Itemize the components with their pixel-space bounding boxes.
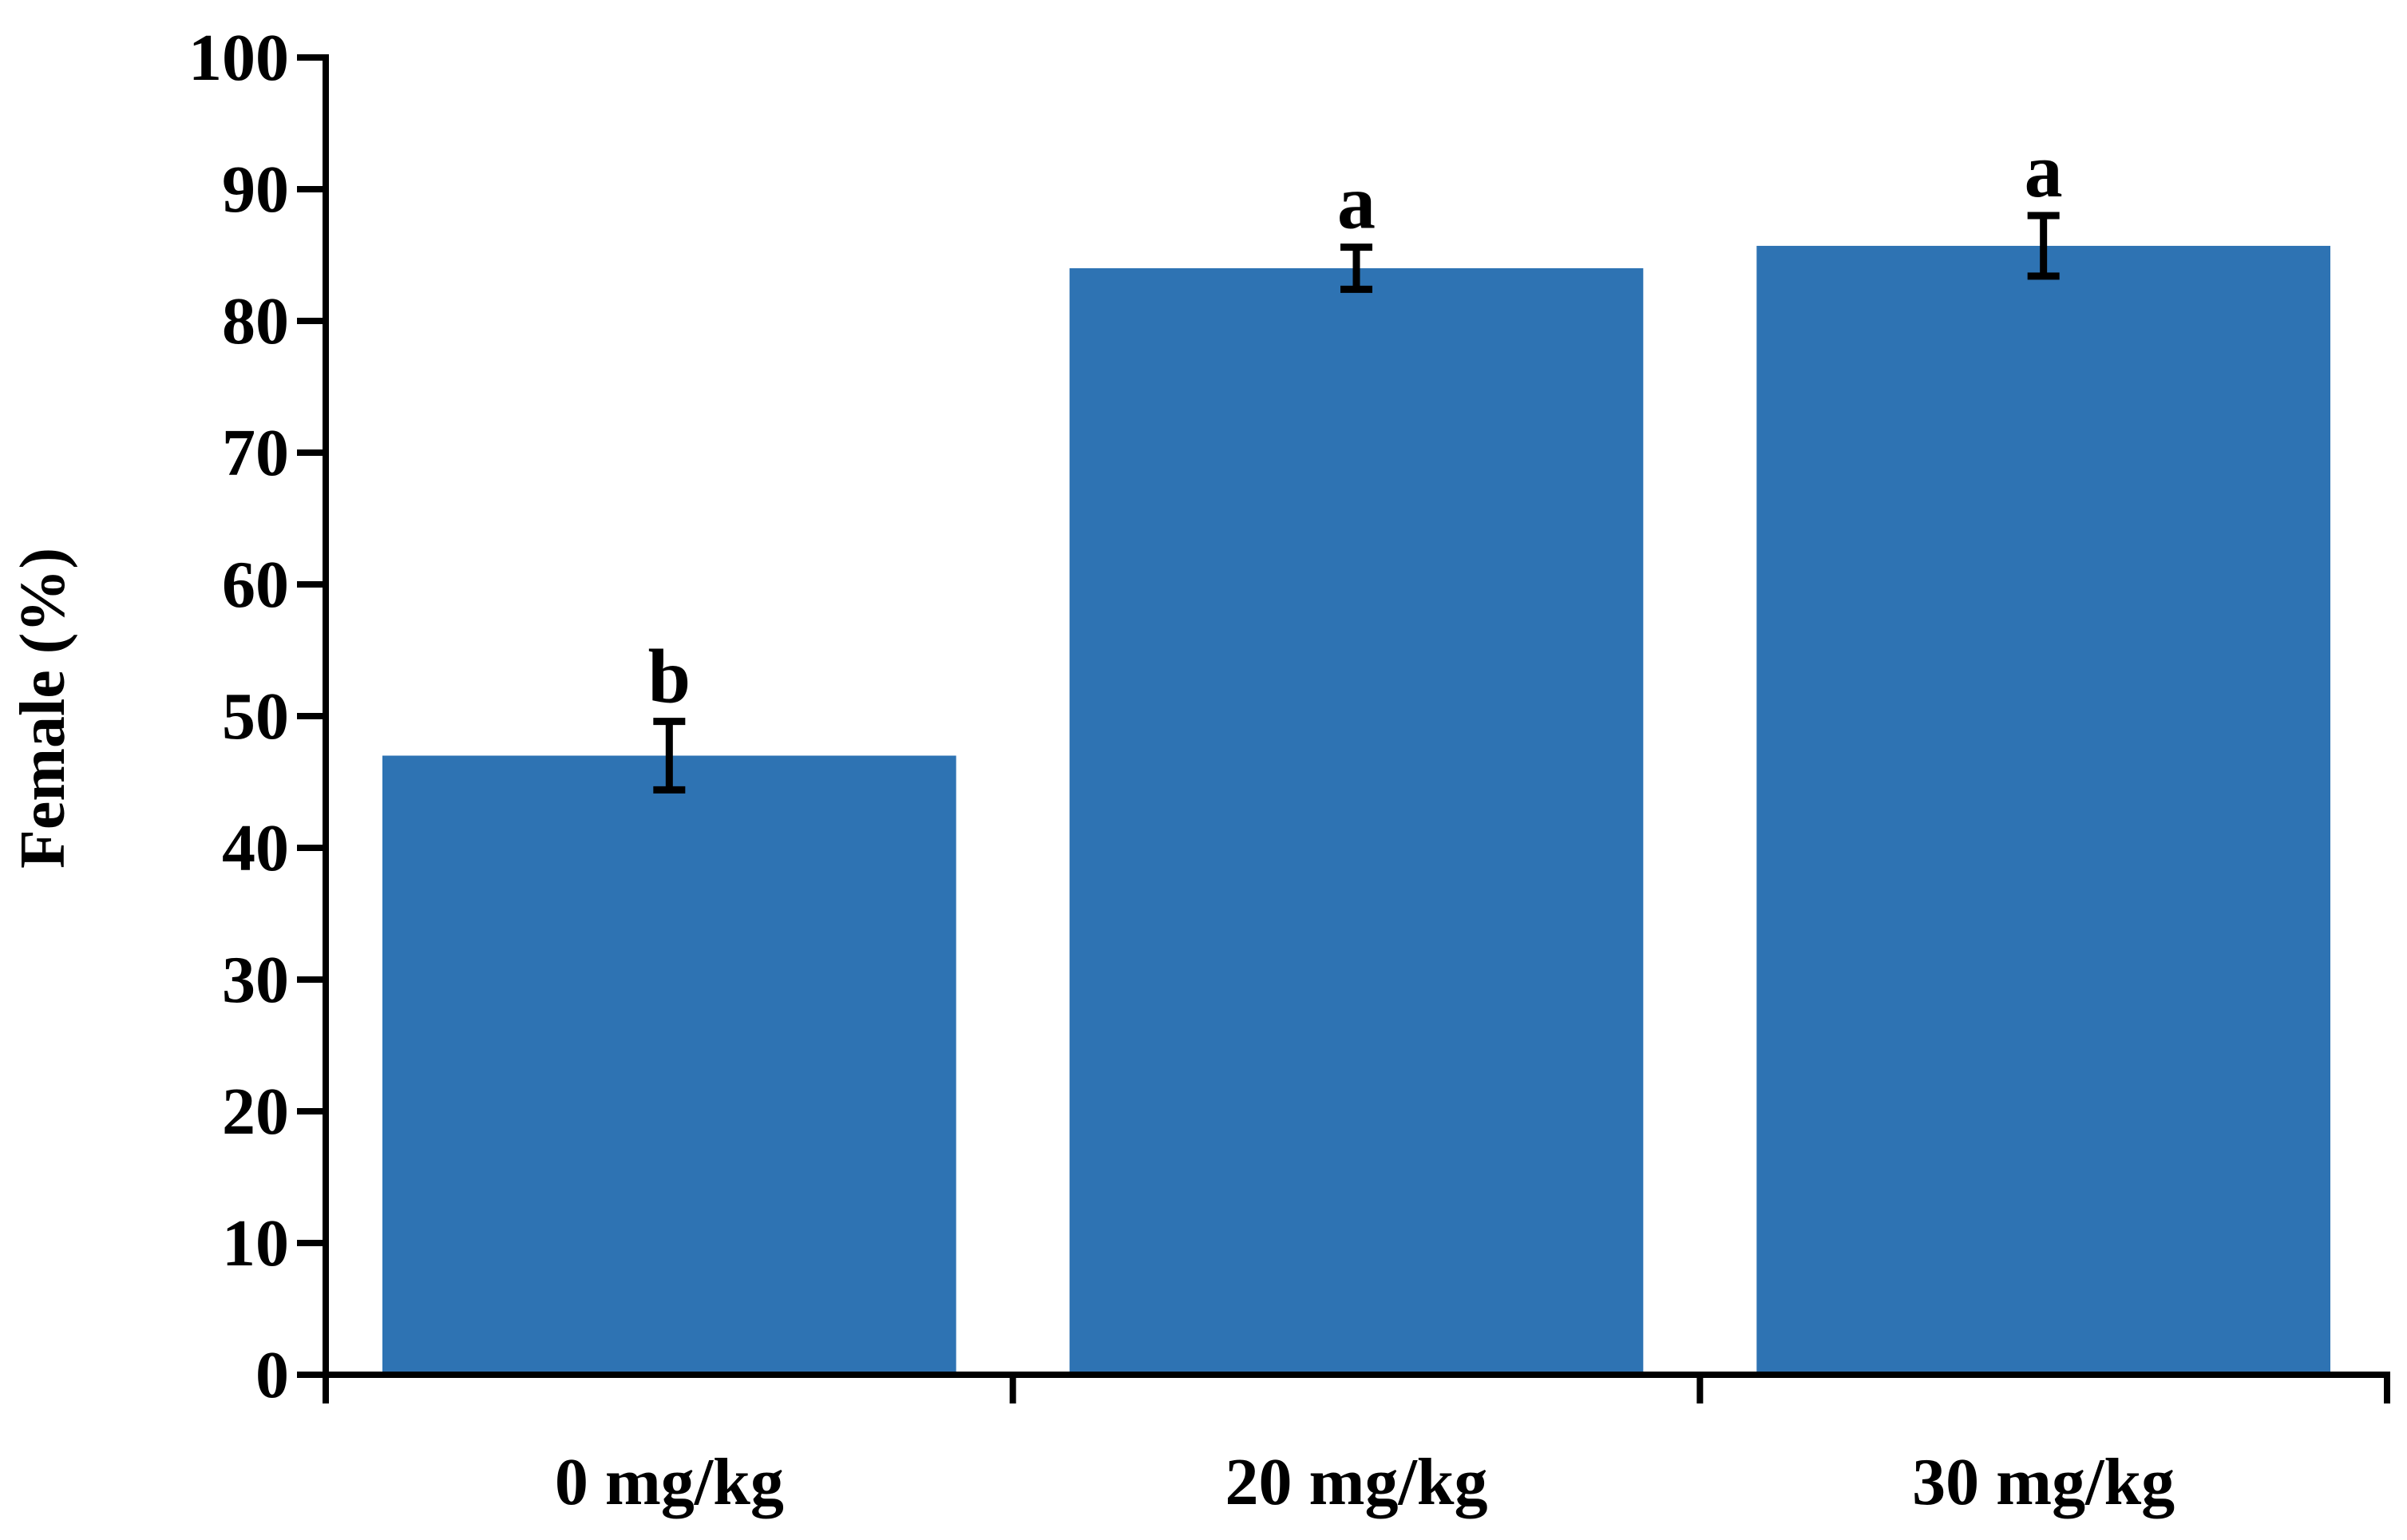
significance-labels-layer: b a a xyxy=(648,128,2063,719)
x-tick-label: 30 mg/kg xyxy=(1912,1445,2175,1519)
y-tick-label: 30 xyxy=(222,943,289,1017)
x-tick-label: 0 mg/kg xyxy=(555,1445,784,1519)
x-ticks-layer: 0 mg/kg 20 mg/kg 30 mg/kg xyxy=(323,1375,2390,1519)
y-tick-label: 20 xyxy=(222,1075,289,1149)
y-tick-label: 50 xyxy=(222,679,289,754)
significance-label: a xyxy=(1337,160,1376,245)
error-bar xyxy=(2027,212,2060,280)
y-axis-title: Female (%) xyxy=(8,548,78,869)
error-bar xyxy=(653,718,686,794)
x-tick-label: 20 mg/kg xyxy=(1225,1445,1487,1519)
y-tick-label: 40 xyxy=(222,811,289,885)
error-bars-layer xyxy=(653,212,2060,794)
bar xyxy=(382,755,956,1375)
significance-label: a xyxy=(2025,128,2063,213)
y-tick-label: 60 xyxy=(222,548,289,622)
significance-label: b xyxy=(648,634,691,719)
y-tick-label: 100 xyxy=(188,21,289,95)
y-tick-label: 80 xyxy=(222,284,289,358)
y-tick-label: 90 xyxy=(222,152,289,227)
bar xyxy=(1069,268,1644,1375)
bars-layer xyxy=(382,245,2330,1376)
y-tick-label: 70 xyxy=(222,416,289,490)
bar xyxy=(1756,245,2330,1376)
error-bar xyxy=(1340,243,1372,293)
y-tick-label: 0 xyxy=(255,1338,289,1412)
y-ticks-layer: 0 10 20 30 40 50 60 70 80 90 100 xyxy=(188,21,326,1412)
y-tick-label: 10 xyxy=(222,1206,289,1281)
